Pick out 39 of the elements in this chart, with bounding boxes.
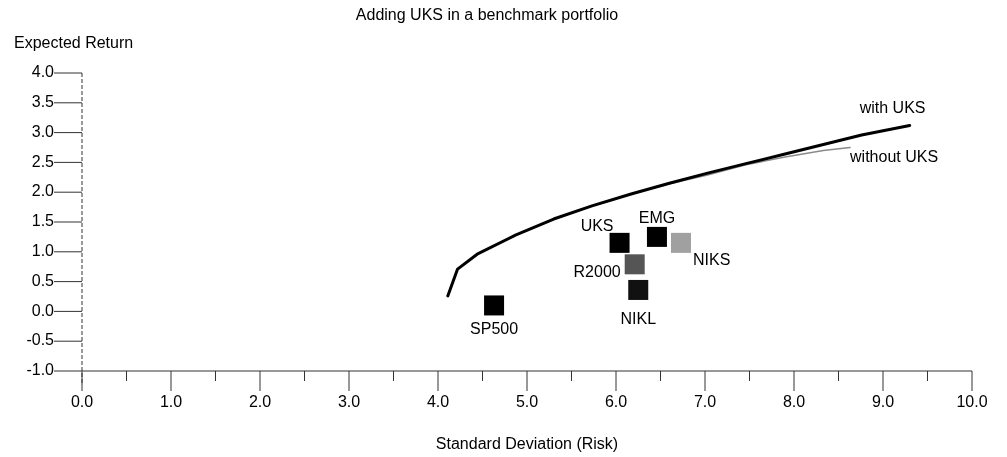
y-tick-label: 2.0 [31, 182, 55, 200]
y-tick-label: -0.5 [26, 331, 55, 349]
point [670, 232, 691, 253]
y-tick-label: -1.0 [26, 361, 55, 379]
y-tick-label: 1.5 [31, 212, 55, 230]
y-tick-label: 0.0 [31, 301, 55, 319]
point [624, 254, 645, 275]
series-label: SP500 [470, 319, 519, 337]
point [484, 295, 505, 316]
x-tick-label: 7.0 [693, 393, 717, 410]
x-tick-label: 6.0 [604, 393, 628, 410]
series-label: without UKS [849, 147, 939, 165]
point [609, 232, 630, 253]
point [628, 279, 649, 300]
y-tick-label: 0.5 [31, 271, 55, 289]
x-axis-title: Standard Deviation (Risk) [435, 435, 619, 452]
series-label: EMG [638, 209, 676, 227]
series-label: with UKS [858, 99, 926, 117]
y-tick-label: 3.0 [31, 122, 55, 140]
y-axis-title: Expected Return [14, 34, 134, 51]
x-tick-label: 0.0 [70, 393, 94, 410]
series-label: UKS [580, 217, 614, 235]
x-tick-label: 8.0 [782, 393, 806, 410]
x-tick-label: 10.0 [956, 393, 988, 410]
y-tick-label: 2.5 [31, 152, 55, 170]
chart-title: Adding UKS in a benchmark portfolio [355, 6, 619, 23]
y-tick-label: 3.5 [31, 93, 55, 111]
x-tick-label: 4.0 [426, 393, 450, 410]
series-label: R2000 [573, 262, 621, 280]
series-label: NIKL [620, 310, 657, 328]
x-tick-label: 9.0 [871, 393, 895, 410]
x-tick-label: 5.0 [515, 393, 539, 410]
series-label: NIKS [692, 251, 731, 269]
x-tick-label: 3.0 [337, 393, 361, 410]
y-tick-label: 4.0 [31, 63, 55, 81]
x-tick-label: 2.0 [248, 393, 272, 410]
x-tick-label: 1.0 [159, 393, 183, 410]
point [646, 226, 667, 247]
y-tick-label: 1.0 [31, 242, 55, 260]
